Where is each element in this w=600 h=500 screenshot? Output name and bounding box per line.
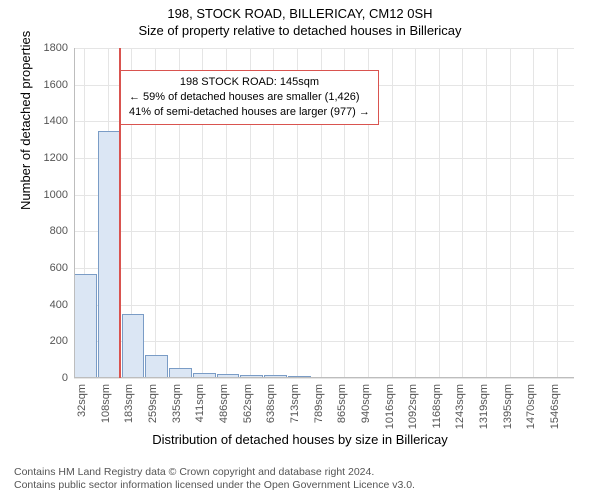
annotation-line-2: ← 59% of detached houses are smaller (1,…	[129, 90, 370, 105]
y-tick-label: 1200	[44, 152, 68, 164]
x-tick-label: 713sqm	[289, 384, 301, 423]
histogram-bar	[74, 274, 97, 379]
y-tick-label: 200	[50, 335, 68, 347]
x-tick-label: 1243sqm	[454, 384, 466, 429]
x-tick-label: 1168sqm	[431, 384, 443, 428]
x-tick-label: 940sqm	[360, 384, 372, 423]
y-tick-label: 1000	[44, 189, 68, 201]
annotation-line-1: 198 STOCK ROAD: 145sqm	[129, 75, 370, 90]
x-tick-label: 335sqm	[171, 384, 183, 423]
gridline-h	[74, 341, 574, 342]
gridline-h	[74, 231, 574, 232]
gridline-h	[74, 158, 574, 159]
x-tick-label: 1016sqm	[384, 384, 396, 429]
x-axis	[74, 377, 574, 378]
gridline-h	[74, 48, 574, 49]
footer-line-1: Contains HM Land Registry data © Crown c…	[14, 466, 415, 479]
histogram-chart: 02004006008001000120014001600180032sqm10…	[74, 48, 574, 378]
gridline-v	[510, 48, 511, 378]
gridline-v	[486, 48, 487, 378]
page-title-line1: 198, STOCK ROAD, BILLERICAY, CM12 0SH	[0, 0, 600, 21]
y-tick-label: 1600	[44, 79, 68, 91]
gridline-v	[462, 48, 463, 378]
x-tick-label: 259sqm	[147, 384, 159, 423]
x-tick-label: 1546sqm	[549, 384, 561, 429]
x-tick-label: 1470sqm	[525, 384, 537, 429]
footer-attribution: Contains HM Land Registry data © Crown c…	[14, 466, 415, 492]
gridline-v	[392, 48, 393, 378]
x-tick-label: 865sqm	[336, 384, 348, 423]
histogram-bar	[145, 355, 168, 378]
x-tick-label: 486sqm	[218, 384, 230, 423]
y-tick-label: 800	[50, 225, 68, 237]
gridline-v	[439, 48, 440, 378]
gridline-h	[74, 195, 574, 196]
x-tick-label: 1319sqm	[478, 384, 490, 429]
x-tick-label: 1092sqm	[407, 384, 419, 429]
y-tick-label: 600	[50, 262, 68, 274]
gridline-h	[74, 378, 574, 379]
y-tick-label: 1800	[44, 42, 68, 54]
gridline-v	[557, 48, 558, 378]
x-tick-label: 411sqm	[194, 384, 206, 422]
histogram-bar	[98, 131, 121, 379]
gridline-v	[415, 48, 416, 378]
x-tick-label: 638sqm	[265, 384, 277, 423]
x-tick-label: 1395sqm	[502, 384, 514, 429]
histogram-bar	[122, 314, 145, 378]
gridline-h	[74, 268, 574, 269]
x-tick-label: 183sqm	[123, 384, 135, 423]
gridline-h	[74, 305, 574, 306]
annotation-line-3: 41% of semi-detached houses are larger (…	[129, 105, 370, 120]
x-tick-label: 789sqm	[313, 384, 325, 423]
gridline-v	[533, 48, 534, 378]
x-tick-label: 108sqm	[100, 384, 112, 423]
y-axis-label: Number of detached properties	[18, 31, 33, 210]
page-title-line2: Size of property relative to detached ho…	[0, 21, 600, 38]
annotation-box: 198 STOCK ROAD: 145sqm← 59% of detached …	[120, 70, 379, 125]
footer-line-2: Contains public sector information licen…	[14, 479, 415, 492]
y-tick-label: 1400	[44, 115, 68, 127]
x-tick-label: 32sqm	[76, 384, 88, 417]
x-axis-label: Distribution of detached houses by size …	[0, 432, 600, 447]
y-axis	[74, 48, 75, 378]
x-tick-label: 562sqm	[242, 384, 254, 423]
y-tick-label: 0	[62, 372, 68, 384]
y-tick-label: 400	[50, 299, 68, 311]
